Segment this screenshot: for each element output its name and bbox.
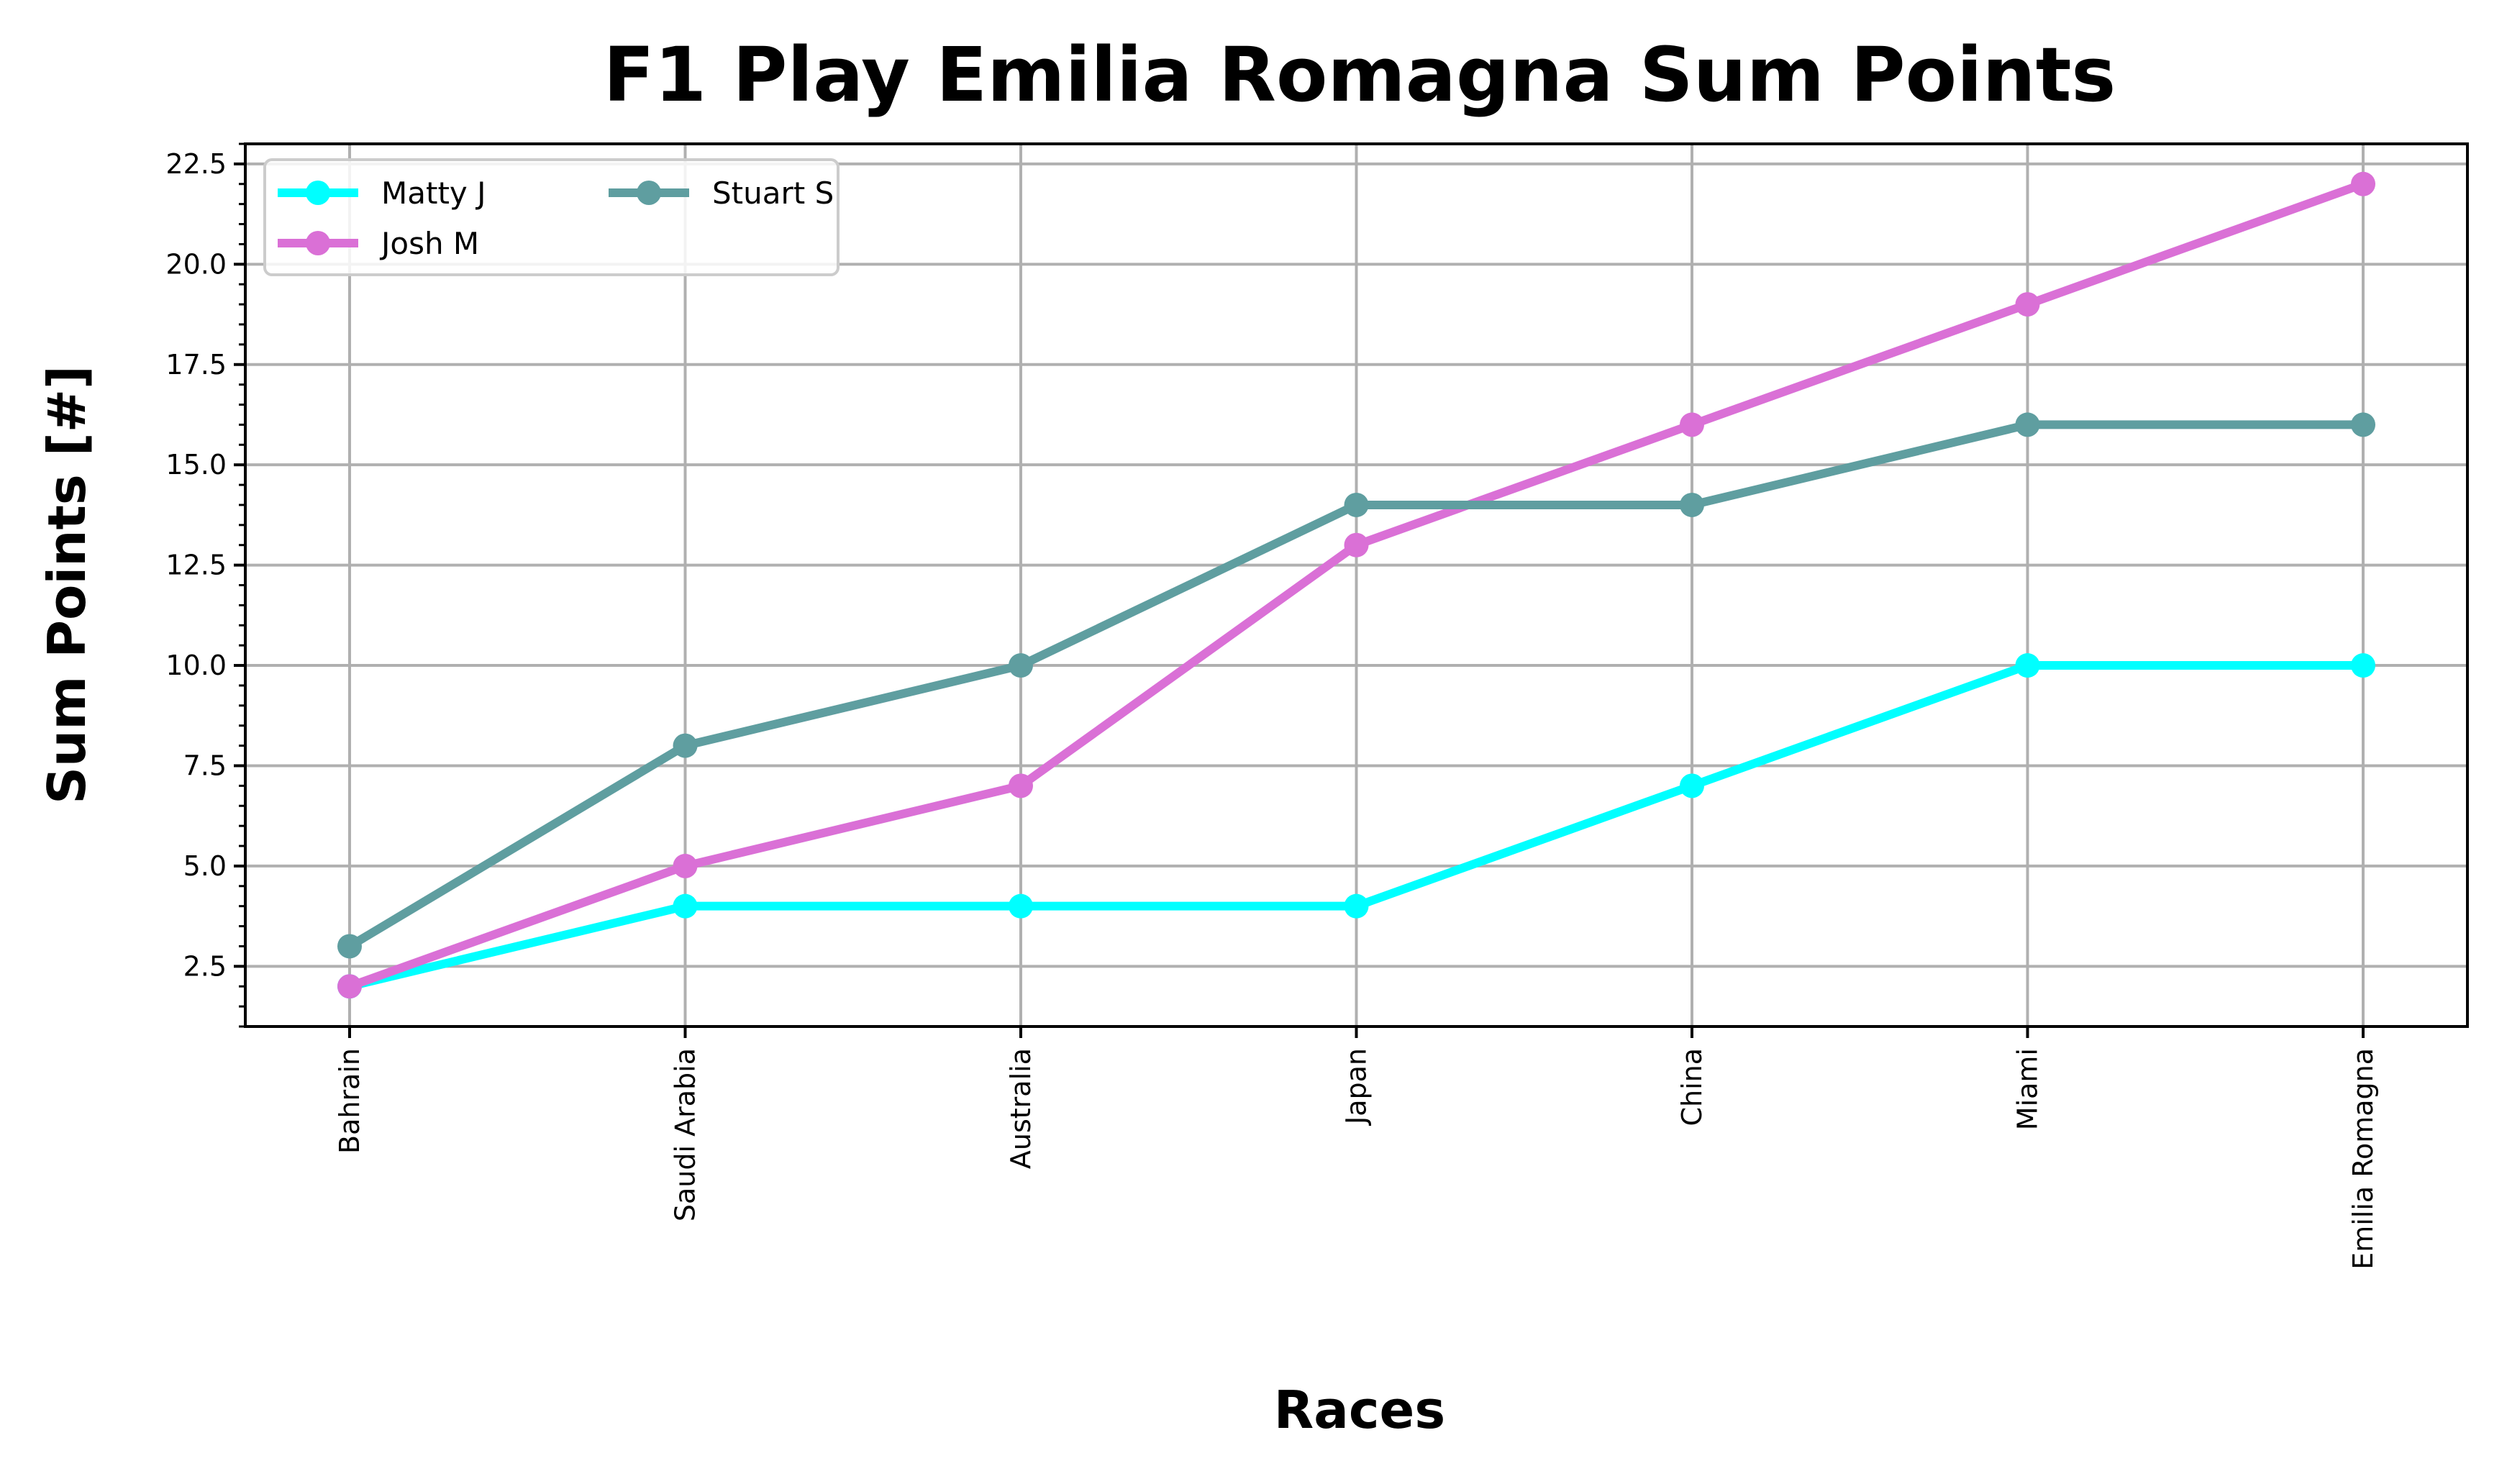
x-tick-label: Japan	[1341, 1048, 1373, 1126]
data-point-josh-m	[1344, 532, 1369, 557]
data-point-stuart-s	[1344, 492, 1369, 517]
y-tick-label: 15.0	[165, 449, 227, 481]
x-tick-label: Bahrain	[334, 1048, 365, 1154]
data-point-matty-j	[2351, 653, 2375, 678]
legend-marker	[637, 181, 661, 205]
x-tick-label: Miami	[2012, 1048, 2044, 1130]
data-point-stuart-s	[673, 733, 698, 758]
data-point-stuart-s	[337, 934, 362, 959]
y-tick-label: 7.5	[183, 750, 227, 781]
x-tick-label: China	[1676, 1048, 1708, 1126]
y-axis-ticks: 2.5 5.0 7.5 10.0 12.5 15.0 17.5 20.0 22.5	[165, 142, 245, 1028]
y-tick-label: 22.5	[165, 148, 227, 180]
data-point-matty-j	[1009, 893, 1033, 919]
y-tick-label: 20.0	[165, 248, 227, 280]
data-point-josh-m	[1680, 412, 1704, 437]
series-layer	[337, 171, 2375, 999]
series-stuart-s	[337, 412, 2375, 959]
data-point-stuart-s	[2015, 412, 2040, 437]
legend-item-matty-j: Matty J	[278, 176, 486, 211]
data-point-josh-m	[1009, 773, 1033, 798]
data-point-stuart-s	[1680, 492, 1704, 517]
data-point-matty-j	[1344, 893, 1369, 919]
data-point-josh-m	[673, 853, 698, 878]
data-point-josh-m	[2351, 171, 2375, 196]
y-tick-label: 2.5	[183, 950, 227, 982]
legend-label: Matty J	[381, 176, 486, 211]
legend: Matty J Josh M Stuart S	[263, 158, 840, 276]
chart-title: F1 Play Emilia Romagna Sum Points	[604, 31, 2116, 119]
x-tick-label: Saudi Arabia	[670, 1048, 701, 1221]
legend-marker	[306, 181, 330, 205]
legend-label: Josh M	[379, 226, 479, 261]
data-point-matty-j	[2015, 653, 2040, 678]
legend-item-stuart-s: Stuart S	[609, 176, 834, 211]
y-axis-label: Sum Points [#]	[37, 365, 97, 804]
data-point-matty-j	[673, 893, 698, 919]
data-point-stuart-s	[1009, 653, 1033, 678]
data-point-josh-m	[337, 974, 362, 999]
y-tick-label: 5.0	[183, 850, 227, 882]
series-josh-m	[337, 171, 2375, 999]
data-point-matty-j	[1680, 773, 1704, 798]
series-matty-j	[337, 653, 2375, 999]
x-tick-label: Australia	[1005, 1048, 1037, 1169]
y-tick-label: 17.5	[165, 349, 227, 381]
data-point-stuart-s	[2351, 412, 2375, 437]
legend-marker	[306, 231, 330, 255]
x-tick-label: Emilia Romagna	[2347, 1048, 2379, 1270]
data-point-josh-m	[2015, 292, 2040, 317]
x-axis-label: Races	[1274, 1380, 1445, 1440]
legend-box	[263, 158, 840, 276]
legend-label: Stuart S	[712, 176, 834, 211]
legend-item-josh-m: Josh M	[278, 226, 479, 261]
y-tick-label: 10.0	[165, 650, 227, 681]
y-tick-label: 12.5	[165, 550, 227, 581]
x-axis-ticks: Bahrain Saudi Arabia Australia Japan China Mi…	[334, 1026, 2379, 1270]
